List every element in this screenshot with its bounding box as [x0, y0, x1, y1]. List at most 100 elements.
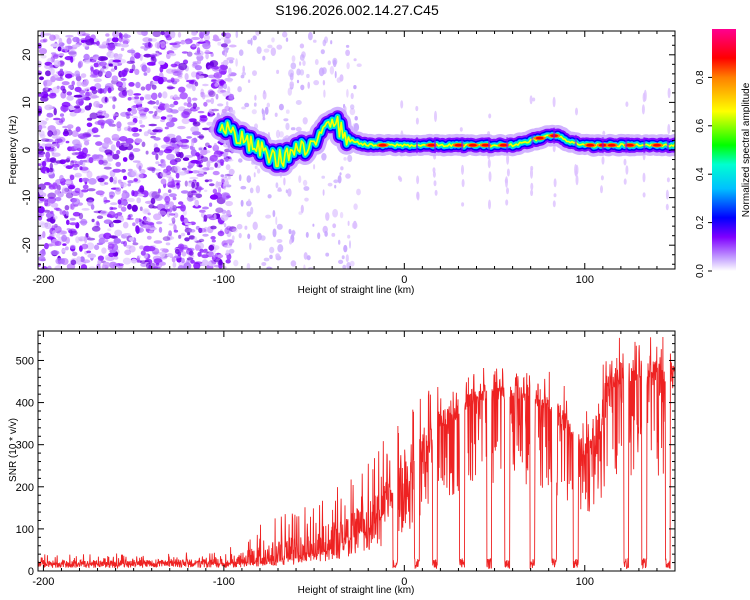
ridge-dropout: [574, 134, 577, 151]
noise-speck: [38, 200, 43, 204]
noise-speck: [49, 157, 57, 164]
noise-speck: [148, 230, 154, 234]
noise-speck: [193, 182, 199, 190]
noise-speck: [120, 206, 127, 212]
noise-speck: [252, 35, 257, 41]
noise-speck: [85, 39, 95, 46]
streak-speck: [415, 117, 419, 125]
noise-speck: [207, 74, 216, 79]
noise-speck: [107, 43, 116, 51]
noise-speck: [138, 109, 147, 116]
noise-speck: [69, 184, 76, 190]
noise-speck: [100, 67, 105, 72]
noise-speck: [217, 88, 225, 94]
noise-speck: [256, 168, 261, 174]
noise-speck: [141, 64, 148, 72]
noise-speck: [158, 60, 166, 65]
noise-speck: [290, 127, 296, 131]
noise-speck: [160, 178, 167, 185]
noise-speck: [38, 221, 46, 226]
noise-speck: [53, 117, 61, 121]
noise-speck: [98, 237, 106, 245]
noise-speck: [246, 211, 252, 218]
noise-speck: [262, 91, 267, 100]
noise-speck: [220, 151, 224, 154]
noise-speck: [81, 243, 89, 250]
noise-speck: [224, 157, 229, 162]
noise-speck: [295, 126, 302, 132]
noise-speck: [146, 61, 156, 66]
noise-speck: [134, 99, 143, 105]
noise-speck: [159, 248, 167, 251]
noise-speck: [345, 254, 349, 263]
colorbar-tick-label: 0.6: [695, 118, 706, 132]
noise-speck: [290, 260, 297, 267]
noise-speck: [91, 218, 95, 223]
noise-speck: [205, 214, 214, 219]
y-tick-label: 0: [21, 147, 33, 153]
noise-speck: [299, 69, 305, 76]
noise-speck: [127, 183, 132, 187]
noise-speck: [50, 52, 57, 55]
noise-speck: [178, 62, 188, 71]
noise-speck: [174, 150, 179, 155]
noise-speck: [136, 197, 141, 204]
noise-speck: [61, 106, 65, 110]
noise-speck: [104, 239, 109, 243]
noise-speck: [39, 189, 44, 196]
noise-speck: [246, 263, 251, 269]
x-tick-label: -100: [213, 274, 235, 286]
noise-speck: [198, 227, 207, 233]
noise-speck: [56, 135, 61, 139]
noise-speck: [356, 188, 361, 196]
noise-speck: [152, 31, 161, 38]
noise-speck: [209, 60, 219, 67]
noise-speck: [79, 238, 83, 242]
noise-speck: [322, 189, 325, 196]
noise-speck: [187, 96, 192, 104]
noise-speck: [151, 191, 160, 199]
noise-speck: [111, 36, 119, 43]
x-tick-label: 0: [401, 274, 407, 286]
noise-speck: [226, 195, 231, 199]
spectrogram-x-axis: -200 -100 0 100: [32, 31, 676, 286]
noise-speck: [80, 81, 89, 87]
noise-speck: [198, 75, 205, 79]
noise-speck: [151, 92, 158, 101]
noise-speck: [47, 130, 53, 137]
noise-speck: [191, 71, 197, 78]
noise-speck: [38, 213, 42, 217]
noise-speck: [300, 84, 305, 91]
noise-speck: [275, 182, 279, 189]
noise-speck: [349, 260, 355, 267]
noise-speck: [180, 232, 186, 237]
noise-speck: [97, 119, 106, 126]
noise-speck: [45, 151, 51, 159]
noise-speck: [322, 39, 327, 47]
noise-speck: [186, 102, 193, 108]
noise-speck: [129, 266, 137, 269]
noise-speck: [51, 152, 61, 157]
noise-speck: [79, 159, 84, 166]
noise-speck: [327, 182, 333, 187]
noise-speck: [125, 138, 134, 144]
noise-speck: [148, 110, 154, 114]
noise-speck: [194, 199, 199, 207]
noise-speck: [131, 169, 138, 177]
noise-speck: [197, 135, 205, 139]
noise-speck: [226, 57, 235, 61]
noise-speck: [77, 61, 82, 69]
noise-speck: [140, 46, 146, 49]
noise-speck: [278, 103, 284, 111]
noise-speck: [231, 235, 235, 241]
noise-speck: [89, 74, 99, 78]
noise-speck: [261, 262, 267, 266]
noise-speck: [232, 228, 238, 233]
streak-speck: [642, 172, 646, 183]
noise-speck: [158, 226, 163, 233]
noise-speck: [123, 240, 127, 247]
noise-speck: [108, 63, 113, 67]
noise-speck: [44, 222, 52, 230]
noise-speck: [139, 206, 143, 212]
y-tick-label: 20: [21, 49, 33, 61]
